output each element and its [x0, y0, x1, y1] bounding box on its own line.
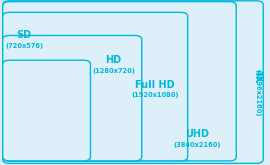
Text: (4096x2160): (4096x2160): [255, 69, 261, 116]
Text: 4K: 4K: [253, 69, 263, 83]
Text: HD: HD: [105, 55, 122, 65]
FancyBboxPatch shape: [3, 2, 236, 161]
Text: Full HD: Full HD: [136, 80, 175, 90]
Text: (1280x720): (1280x720): [92, 68, 135, 74]
Text: (720x576): (720x576): [5, 43, 43, 49]
Text: UHD: UHD: [185, 129, 209, 139]
FancyBboxPatch shape: [3, 1, 263, 163]
Text: SD: SD: [17, 30, 32, 40]
FancyBboxPatch shape: [3, 60, 90, 161]
FancyBboxPatch shape: [3, 35, 142, 161]
Text: (3840x2160): (3840x2160): [173, 142, 221, 148]
Text: (1920x1080): (1920x1080): [131, 92, 179, 98]
FancyBboxPatch shape: [3, 12, 188, 161]
